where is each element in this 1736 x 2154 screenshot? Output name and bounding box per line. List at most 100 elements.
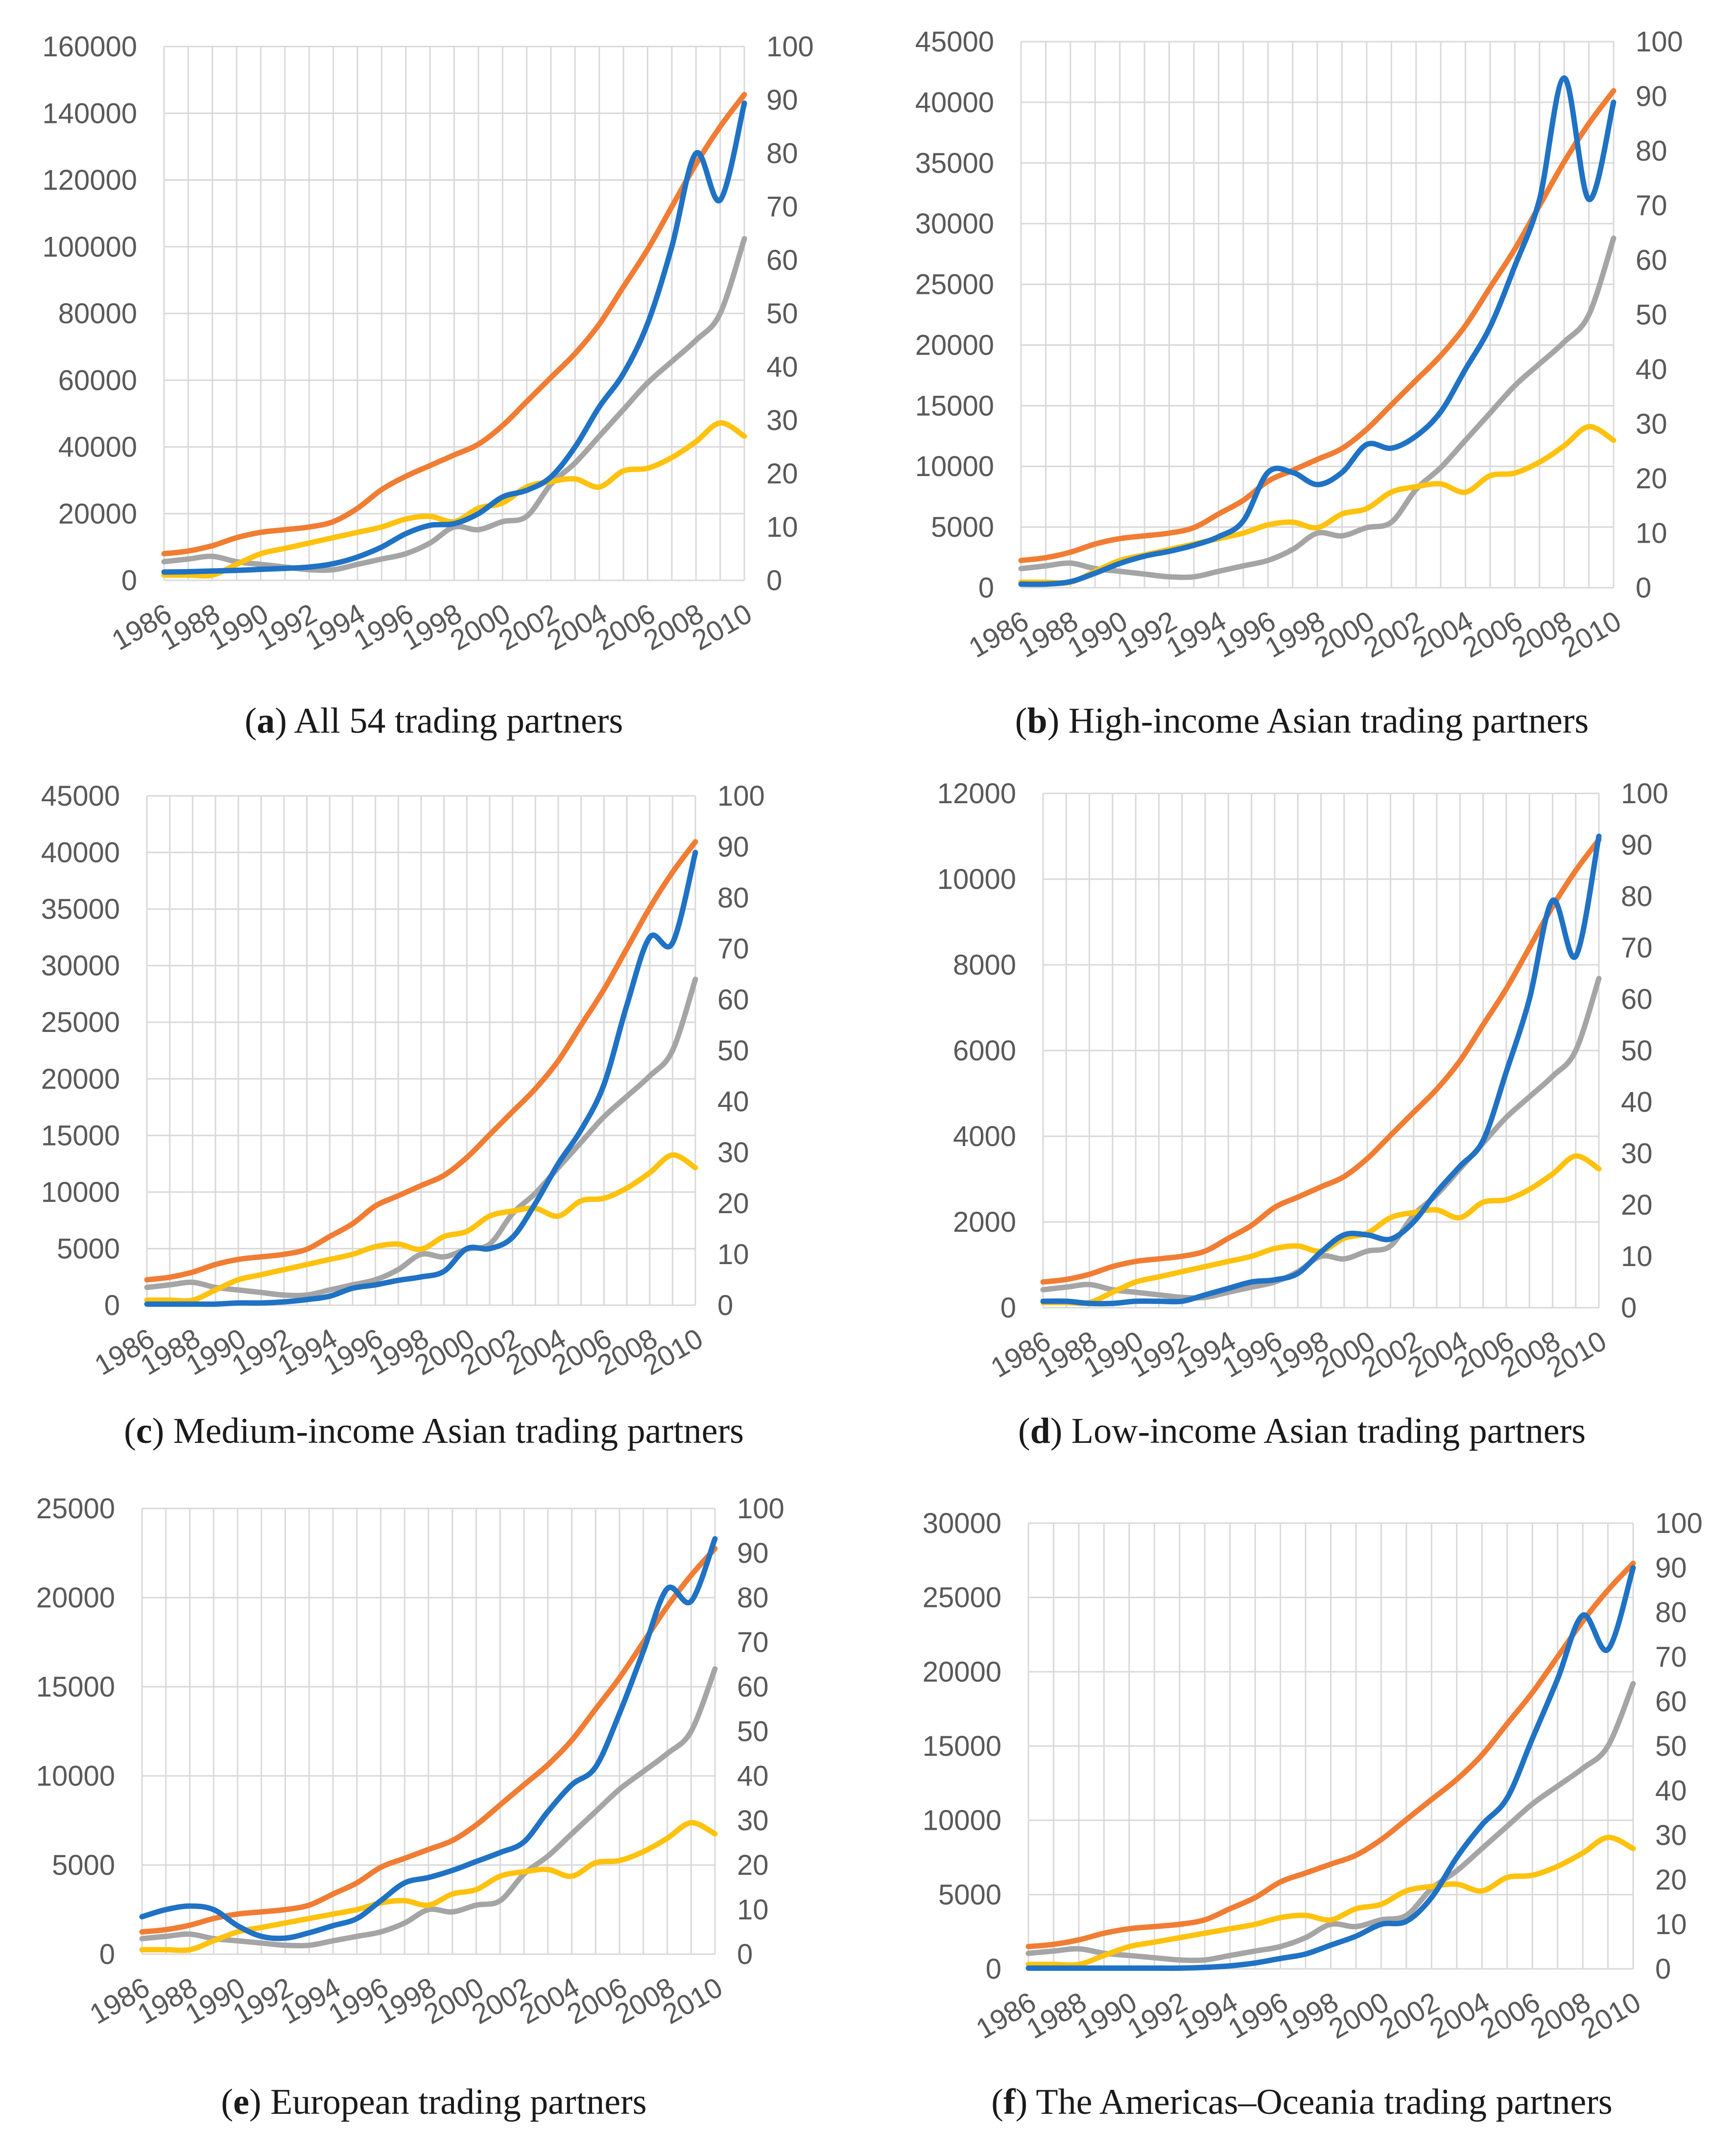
left-axis-tick-label: 5000 xyxy=(938,1879,1001,1911)
right-axis-tick-label: 10 xyxy=(717,1239,749,1270)
right-axis-tick-label: 70 xyxy=(766,191,798,223)
right-axis-tick-label: 50 xyxy=(766,298,798,330)
series-line-blue xyxy=(161,100,747,575)
left-axis-tick-label: 40000 xyxy=(58,431,137,463)
right-axis-tick-label: 70 xyxy=(1621,932,1653,964)
right-axis-tick-label: 60 xyxy=(1636,244,1667,276)
right-axis-tick-label: 20 xyxy=(766,458,798,490)
caption-text: ) The Americas–Oceania trading partners xyxy=(1015,2082,1613,2122)
right-axis-tick-label: 90 xyxy=(737,1537,769,1569)
caption-a: (a) All 54 trading partners xyxy=(244,701,623,741)
left-axis-tick-label: 20000 xyxy=(915,329,994,361)
left-axis-tick-label: 60000 xyxy=(58,364,137,396)
left-axis-tick-label: 20000 xyxy=(58,498,137,530)
left-axis-tick-label: 25000 xyxy=(41,1006,120,1038)
left-axis-tick-label: 140000 xyxy=(42,97,137,129)
right-axis-tick-label: 40 xyxy=(717,1086,749,1118)
caption-letter: f xyxy=(1003,2082,1016,2122)
series-line-blue xyxy=(1025,1565,1636,1971)
right-axis-tick-label: 30 xyxy=(1636,408,1667,440)
right-axis-tick-label: 10 xyxy=(766,511,798,543)
caption-letter: e xyxy=(233,2082,249,2122)
caption-text: ) Medium-income Asian trading partners xyxy=(152,1411,744,1451)
left-axis-tick-label: 100000 xyxy=(42,231,137,263)
right-axis-tick-label: 60 xyxy=(1621,983,1653,1015)
left-axis-tick-label: 0 xyxy=(986,1953,1001,1985)
right-axis-tick-label: 100 xyxy=(717,780,765,812)
chart-panel-e: 0 5000 10000 15000 20000 25000 0 10 20 30 40 50 60 70… xyxy=(36,1493,785,2031)
right-axis-tick-label: 10 xyxy=(1636,518,1667,550)
right-axis-tick-label: 0 xyxy=(1621,1292,1637,1324)
x-axis-tick-label: 2010 xyxy=(1575,1986,1646,2045)
right-axis-tick-label: 100 xyxy=(1636,26,1683,58)
caption-text: ) Low-income Asian trading partners xyxy=(1050,1411,1586,1451)
series-line-orange xyxy=(144,839,698,1283)
left-axis-tick-label: 40000 xyxy=(41,837,120,869)
right-axis-tick-label: 90 xyxy=(1655,1552,1687,1584)
caption-letter: a xyxy=(257,701,275,741)
right-axis-tick-label: 0 xyxy=(1655,1953,1671,1985)
right-axis-tick-label: 50 xyxy=(1636,299,1667,331)
caption-f: (f) The Americas–Oceania trading partner… xyxy=(991,2082,1613,2122)
right-axis-tick-label: 40 xyxy=(1655,1775,1687,1807)
right-axis-tick-label: 20 xyxy=(1621,1189,1653,1221)
left-axis-tick-label: 35000 xyxy=(915,147,994,179)
right-axis-tick-label: 80 xyxy=(1636,135,1667,167)
left-axis-tick-label: 10000 xyxy=(915,451,994,482)
left-axis-tick-label: 4000 xyxy=(953,1121,1016,1152)
right-axis-tick-label: 80 xyxy=(737,1582,769,1614)
right-axis-tick-label: 30 xyxy=(1655,1819,1687,1851)
right-axis-tick-label: 90 xyxy=(1621,829,1653,861)
chart-panel-a: 0 20000 40000 60000 80000 100000 120000 140000 1… xyxy=(42,31,813,657)
left-axis-tick-label: 20000 xyxy=(36,1582,115,1614)
series-line-blue xyxy=(139,1536,718,1941)
right-axis-tick-label: 0 xyxy=(766,565,782,597)
right-axis-tick-label: 50 xyxy=(1621,1035,1653,1067)
left-axis-tick-label: 6000 xyxy=(953,1035,1016,1067)
series-line-gray xyxy=(144,976,698,1298)
right-axis-tick-label: 100 xyxy=(1621,778,1668,810)
caption-text: ) European trading partners xyxy=(249,2082,647,2122)
series-line-yellow xyxy=(1025,1835,1636,1968)
right-axis-tick-label: 60 xyxy=(766,244,798,276)
right-axis-tick-label: 10 xyxy=(737,1894,769,1926)
left-axis-tick-label: 0 xyxy=(99,1939,115,1970)
left-axis-tick-label: 25000 xyxy=(915,269,994,301)
left-axis-tick-label: 80000 xyxy=(58,298,137,330)
left-axis-tick-label: 15000 xyxy=(41,1120,120,1151)
right-axis-tick-label: 60 xyxy=(737,1671,769,1703)
right-axis-tick-label: 80 xyxy=(717,882,749,914)
right-axis-tick-label: 30 xyxy=(717,1137,749,1169)
right-axis-tick-label: 30 xyxy=(737,1805,769,1837)
left-axis-tick-label: 0 xyxy=(978,572,994,604)
left-axis-tick-label: 25000 xyxy=(36,1493,115,1525)
right-axis-tick-label: 70 xyxy=(717,933,749,965)
right-axis-tick-label: 50 xyxy=(717,1035,749,1067)
right-axis-tick-label: 40 xyxy=(1621,1086,1653,1118)
right-axis-tick-label: 80 xyxy=(1655,1597,1687,1628)
left-axis-tick-label: 15000 xyxy=(915,390,994,422)
series-line-blue xyxy=(1018,75,1617,587)
series-line-orange xyxy=(1025,1560,1636,1949)
left-axis-tick-label: 5000 xyxy=(52,1849,115,1881)
caption-letter: d xyxy=(1030,1411,1050,1451)
right-axis-tick-label: 0 xyxy=(737,1939,753,1970)
caption-text: ) High-income Asian trading partners xyxy=(1047,701,1589,741)
right-axis-tick-label: 40 xyxy=(766,351,798,383)
caption-letter: b xyxy=(1027,701,1047,741)
left-axis-tick-label: 15000 xyxy=(923,1730,1001,1762)
left-axis-tick-label: 12000 xyxy=(937,778,1016,810)
right-axis-tick-label: 100 xyxy=(766,31,814,63)
left-axis-tick-label: 0 xyxy=(104,1290,120,1321)
right-axis-tick-label: 70 xyxy=(1636,190,1667,222)
chart-panel-f: 0 5000 10000 15000 20000 25000 30000 0 10 20 30 40 5… xyxy=(923,1508,1703,2045)
series-line-gray xyxy=(1018,235,1617,580)
right-axis-tick-label: 10 xyxy=(1655,1909,1687,1940)
right-axis-tick-label: 20 xyxy=(737,1849,769,1881)
series-line-orange xyxy=(139,1546,718,1935)
left-axis-tick-label: 15000 xyxy=(36,1671,115,1703)
right-axis-tick-label: 70 xyxy=(1655,1641,1687,1673)
series-line-gray xyxy=(139,1666,718,1949)
right-axis-tick-label: 30 xyxy=(766,405,798,436)
right-axis-tick-label: 60 xyxy=(1655,1686,1687,1718)
